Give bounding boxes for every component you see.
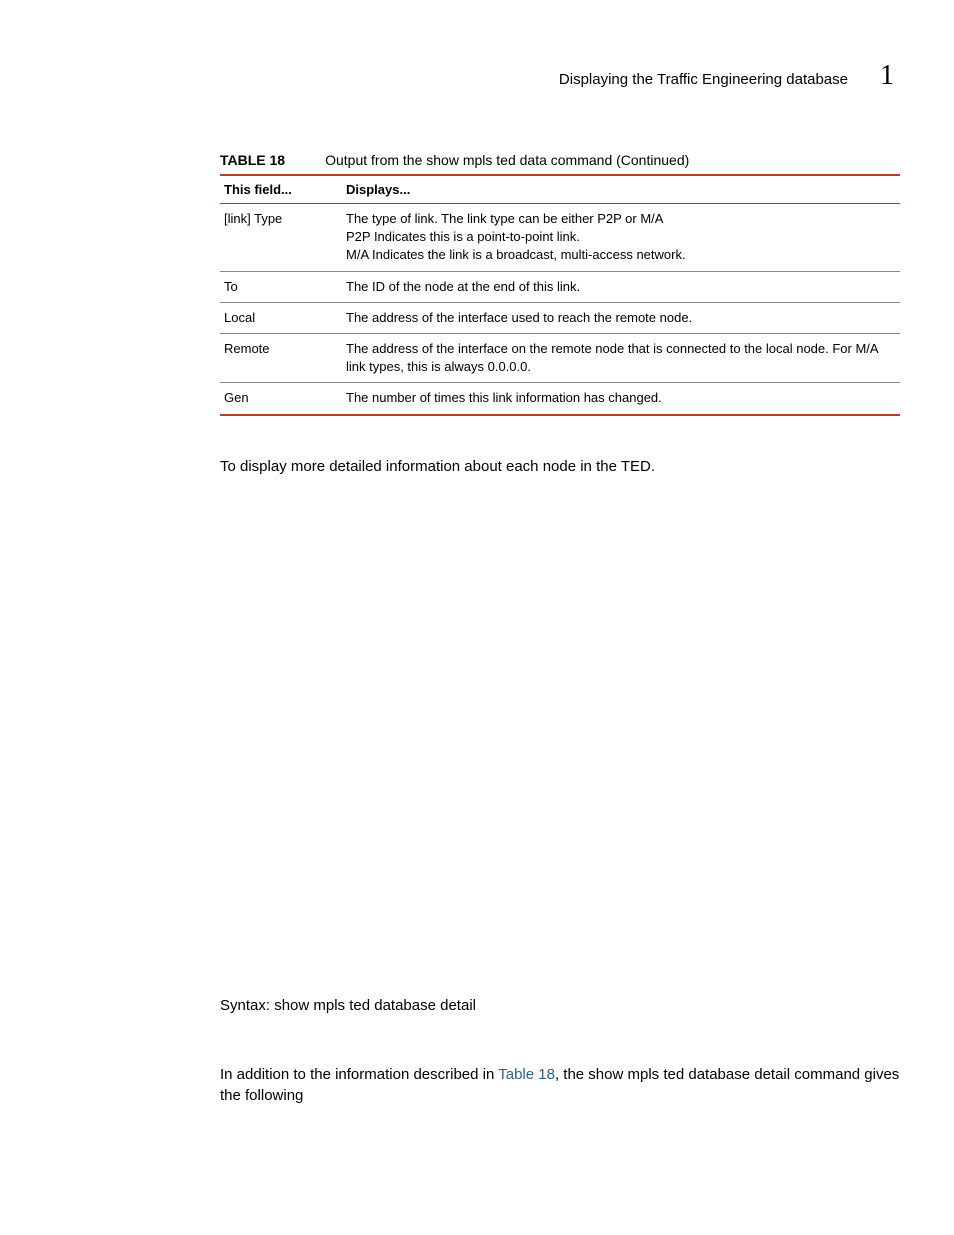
chapter-number: 1 — [880, 60, 894, 92]
header-title: Displaying the Traffic Engineering datab… — [559, 71, 848, 88]
page: Displaying the Traffic Engineering datab… — [0, 0, 954, 1235]
cell-field: Remote — [220, 333, 342, 382]
table-row: Gen The number of times this link inform… — [220, 383, 900, 415]
table-caption: Output from the show mpls ted data comma… — [325, 152, 689, 168]
table-row: To The ID of the node at the end of this… — [220, 271, 900, 302]
page-header: Displaying the Traffic Engineering datab… — [220, 60, 894, 92]
table-ref-link[interactable]: Table 18 — [498, 1066, 555, 1083]
cell-displays: The number of times this link informatio… — [342, 383, 900, 415]
cell-field: Gen — [220, 383, 342, 415]
col-header-field: This field... — [220, 175, 342, 204]
col-header-displays: Displays... — [342, 175, 900, 204]
output-table: This field... Displays... [link] Type Th… — [220, 174, 900, 416]
table-row: [link] Type The type of link. The link t… — [220, 204, 900, 272]
cell-displays: The type of link. The link type can be e… — [342, 204, 900, 272]
cell-displays: The address of the interface on the remo… — [342, 333, 900, 382]
syntax-line: Syntax: show mpls ted database detail — [220, 997, 894, 1014]
table-row: Local The address of the interface used … — [220, 302, 900, 333]
table-row: Remote The address of the interface on t… — [220, 333, 900, 382]
cell-displays: The address of the interface used to rea… — [342, 302, 900, 333]
cell-field: Local — [220, 302, 342, 333]
cell-field: [link] Type — [220, 204, 342, 272]
table-header-row: This field... Displays... — [220, 175, 900, 204]
table-label: TABLE 18 — [220, 152, 285, 168]
following-paragraph: In addition to the information described… — [220, 1064, 900, 1106]
table-title-row: TABLE 18 Output from the show mpls ted d… — [220, 152, 894, 168]
cell-field: To — [220, 271, 342, 302]
table-body: [link] Type The type of link. The link t… — [220, 204, 900, 415]
para2-prefix: In addition to the information described… — [220, 1066, 498, 1083]
cell-displays: The ID of the node at the end of this li… — [342, 271, 900, 302]
intro-paragraph: To display more detailed information abo… — [220, 456, 894, 477]
